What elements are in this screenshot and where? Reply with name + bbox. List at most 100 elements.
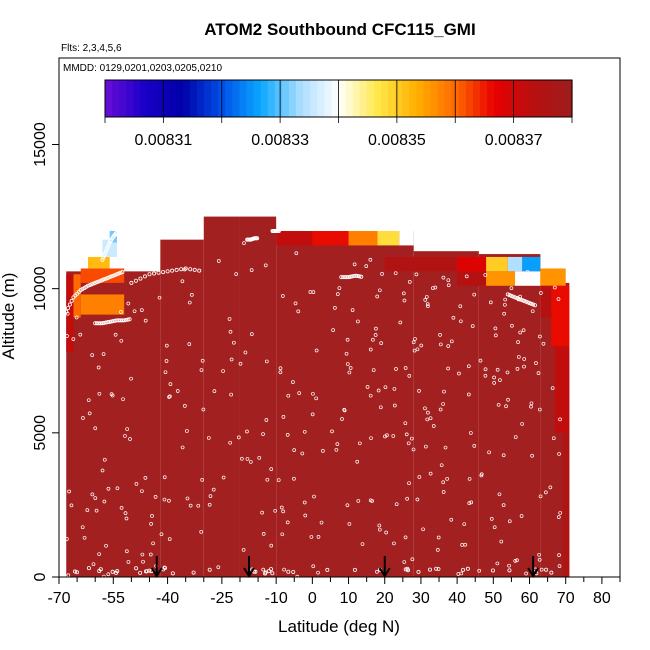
track-point	[513, 295, 518, 300]
sample-point	[492, 381, 497, 385]
sample-point	[207, 502, 212, 507]
sample-point	[469, 500, 474, 505]
sample-point	[425, 302, 430, 306]
sample-point	[216, 259, 221, 263]
sample-point	[199, 368, 204, 372]
color-patch	[457, 256, 487, 272]
sample-point	[492, 525, 497, 530]
colorbar-band	[274, 80, 283, 117]
sample-point	[383, 434, 387, 439]
colorbar-band	[409, 80, 417, 117]
track-point	[102, 320, 107, 325]
sample-point	[492, 375, 496, 380]
track-point	[342, 275, 347, 280]
sample-point	[507, 519, 512, 524]
sample-point	[240, 456, 244, 461]
sample-point	[513, 435, 518, 439]
color-patch	[384, 256, 458, 272]
sample-point	[265, 477, 270, 482]
sample-point	[100, 468, 105, 473]
sample-point	[291, 380, 295, 384]
surface-point	[263, 570, 268, 575]
surface-point	[110, 569, 115, 574]
track-point	[109, 319, 114, 324]
sample-point	[449, 517, 454, 522]
surface-point	[266, 569, 271, 574]
sample-point	[187, 300, 192, 305]
sample-point	[405, 496, 409, 501]
color-patch	[87, 256, 110, 269]
sample-point	[278, 370, 283, 375]
track-point	[98, 278, 103, 283]
colorbar-band	[480, 80, 488, 117]
sample-point	[541, 341, 546, 346]
sample-point	[109, 392, 114, 396]
sample-point	[411, 447, 416, 452]
sample-point	[183, 404, 187, 408]
sample-point	[539, 567, 544, 572]
sample-point	[438, 333, 442, 337]
surface-point	[74, 570, 79, 575]
sample-point	[293, 301, 298, 306]
track-point	[505, 292, 510, 297]
colorbar-band	[359, 80, 368, 117]
surface-point	[490, 568, 495, 573]
sample-point	[241, 547, 246, 552]
sample-point	[472, 444, 477, 448]
color-patch	[276, 231, 313, 246]
x-tick-label: -40	[156, 590, 179, 607]
sample-point	[423, 406, 427, 411]
track-point	[122, 318, 127, 323]
sample-point	[74, 315, 79, 320]
track-point	[98, 321, 103, 326]
sample-point	[516, 340, 520, 345]
colorbar-band	[430, 80, 439, 117]
sample-point	[316, 534, 321, 539]
sample-point	[302, 500, 307, 505]
sample-point	[119, 506, 124, 510]
sample-point	[428, 416, 433, 421]
sample-point	[153, 495, 158, 499]
sample-point	[446, 366, 450, 371]
plot-frame	[58, 57, 621, 578]
sample-point	[115, 486, 120, 491]
track-point	[118, 318, 123, 323]
sample-point	[392, 387, 397, 391]
sample-point	[90, 353, 95, 357]
surface-point	[73, 569, 78, 574]
track-point	[183, 266, 188, 271]
colorbar-frame	[104, 79, 573, 118]
colorbar-band	[246, 80, 255, 117]
arrow-head	[243, 567, 255, 578]
sample-point	[487, 450, 491, 455]
sample-point	[534, 361, 538, 365]
sample-point	[201, 407, 206, 412]
sample-point	[124, 549, 129, 554]
sample-point	[187, 342, 192, 346]
sample-point	[537, 407, 542, 412]
sample-point	[141, 559, 145, 564]
surface-point	[270, 571, 275, 576]
colorbar-band	[154, 80, 163, 117]
colorbar-band	[211, 80, 219, 117]
sample-point	[81, 416, 85, 420]
track-point	[105, 320, 110, 325]
sample-point	[162, 497, 167, 502]
sample-point	[208, 494, 213, 498]
sample-point	[143, 475, 148, 480]
sample-point	[311, 391, 315, 396]
sample-point	[518, 294, 522, 299]
x-tick-label: -55	[102, 590, 125, 607]
track-point	[102, 253, 107, 258]
color-patch	[515, 271, 541, 286]
sample-point	[260, 510, 264, 515]
sample-point	[558, 511, 563, 515]
sample-point	[431, 286, 435, 290]
sample-point	[510, 323, 514, 328]
track-point	[96, 321, 101, 326]
sample-point	[463, 542, 468, 547]
y-axis: 0 5000 10000 15000	[32, 122, 59, 581]
x-tick-label: 20	[376, 590, 394, 607]
sample-point	[556, 515, 561, 520]
sample-point	[496, 402, 501, 407]
